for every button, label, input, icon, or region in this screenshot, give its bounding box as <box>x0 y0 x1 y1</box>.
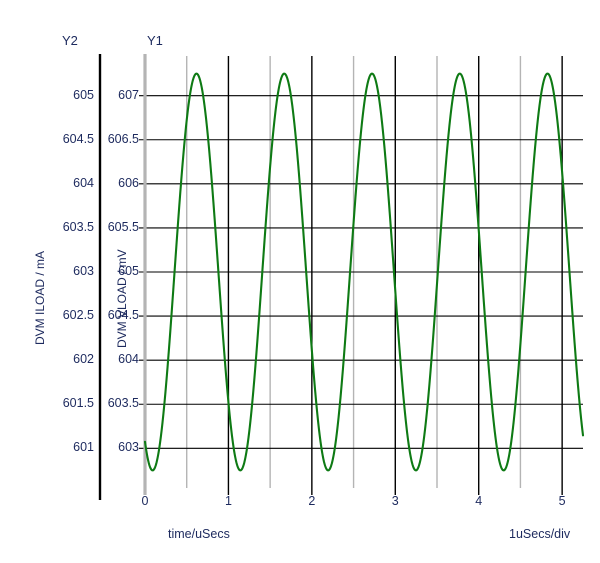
y2-tick-label: 605 <box>73 87 94 102</box>
y2-tick-label: 602 <box>73 352 94 367</box>
x-tick-label: 3 <box>391 494 399 508</box>
y2-tick-label: 603 <box>73 264 94 278</box>
y1-tick-label: 603.5 <box>107 396 139 411</box>
x-tick-label: 5 <box>558 494 566 508</box>
y1-tick-label: 604.5 <box>107 308 139 323</box>
y1-tick-label: 606 <box>118 175 139 190</box>
y2-tick-label: 602.5 <box>62 308 94 323</box>
x-tick-label: 1 <box>224 494 232 508</box>
y1-tick-label: 606.5 <box>107 131 139 146</box>
horizontal-gridlines <box>139 95 583 449</box>
major-gridlines <box>227 56 563 495</box>
x-tick-label: 4 <box>475 494 483 508</box>
y1-tick-label: 607 <box>118 87 139 102</box>
y1-tick-label: 605.5 <box>107 219 139 234</box>
y2-tick-label: 601 <box>73 440 94 455</box>
x-tick-label: 0 <box>141 494 149 508</box>
y1-tick-label: 604 <box>118 352 139 367</box>
data-series-line <box>143 72 585 472</box>
y1-tick-label: 603 <box>118 440 139 455</box>
y1-axis-header: Y1 <box>147 33 163 48</box>
y2-axis-header: Y2 <box>62 33 78 48</box>
y1-tick-label: 605 <box>118 264 139 278</box>
y2-tick-label: 604.5 <box>62 131 94 146</box>
y2-tick-label: 604 <box>73 175 94 190</box>
y2-tick-label: 603.5 <box>62 219 94 234</box>
x-axis-div-label: 1uSecs/div <box>509 527 571 541</box>
x-axis-title: time/uSecs <box>168 527 230 541</box>
y2-tick-label: 601.5 <box>62 396 94 411</box>
x-tick-label: 2 <box>308 494 316 508</box>
